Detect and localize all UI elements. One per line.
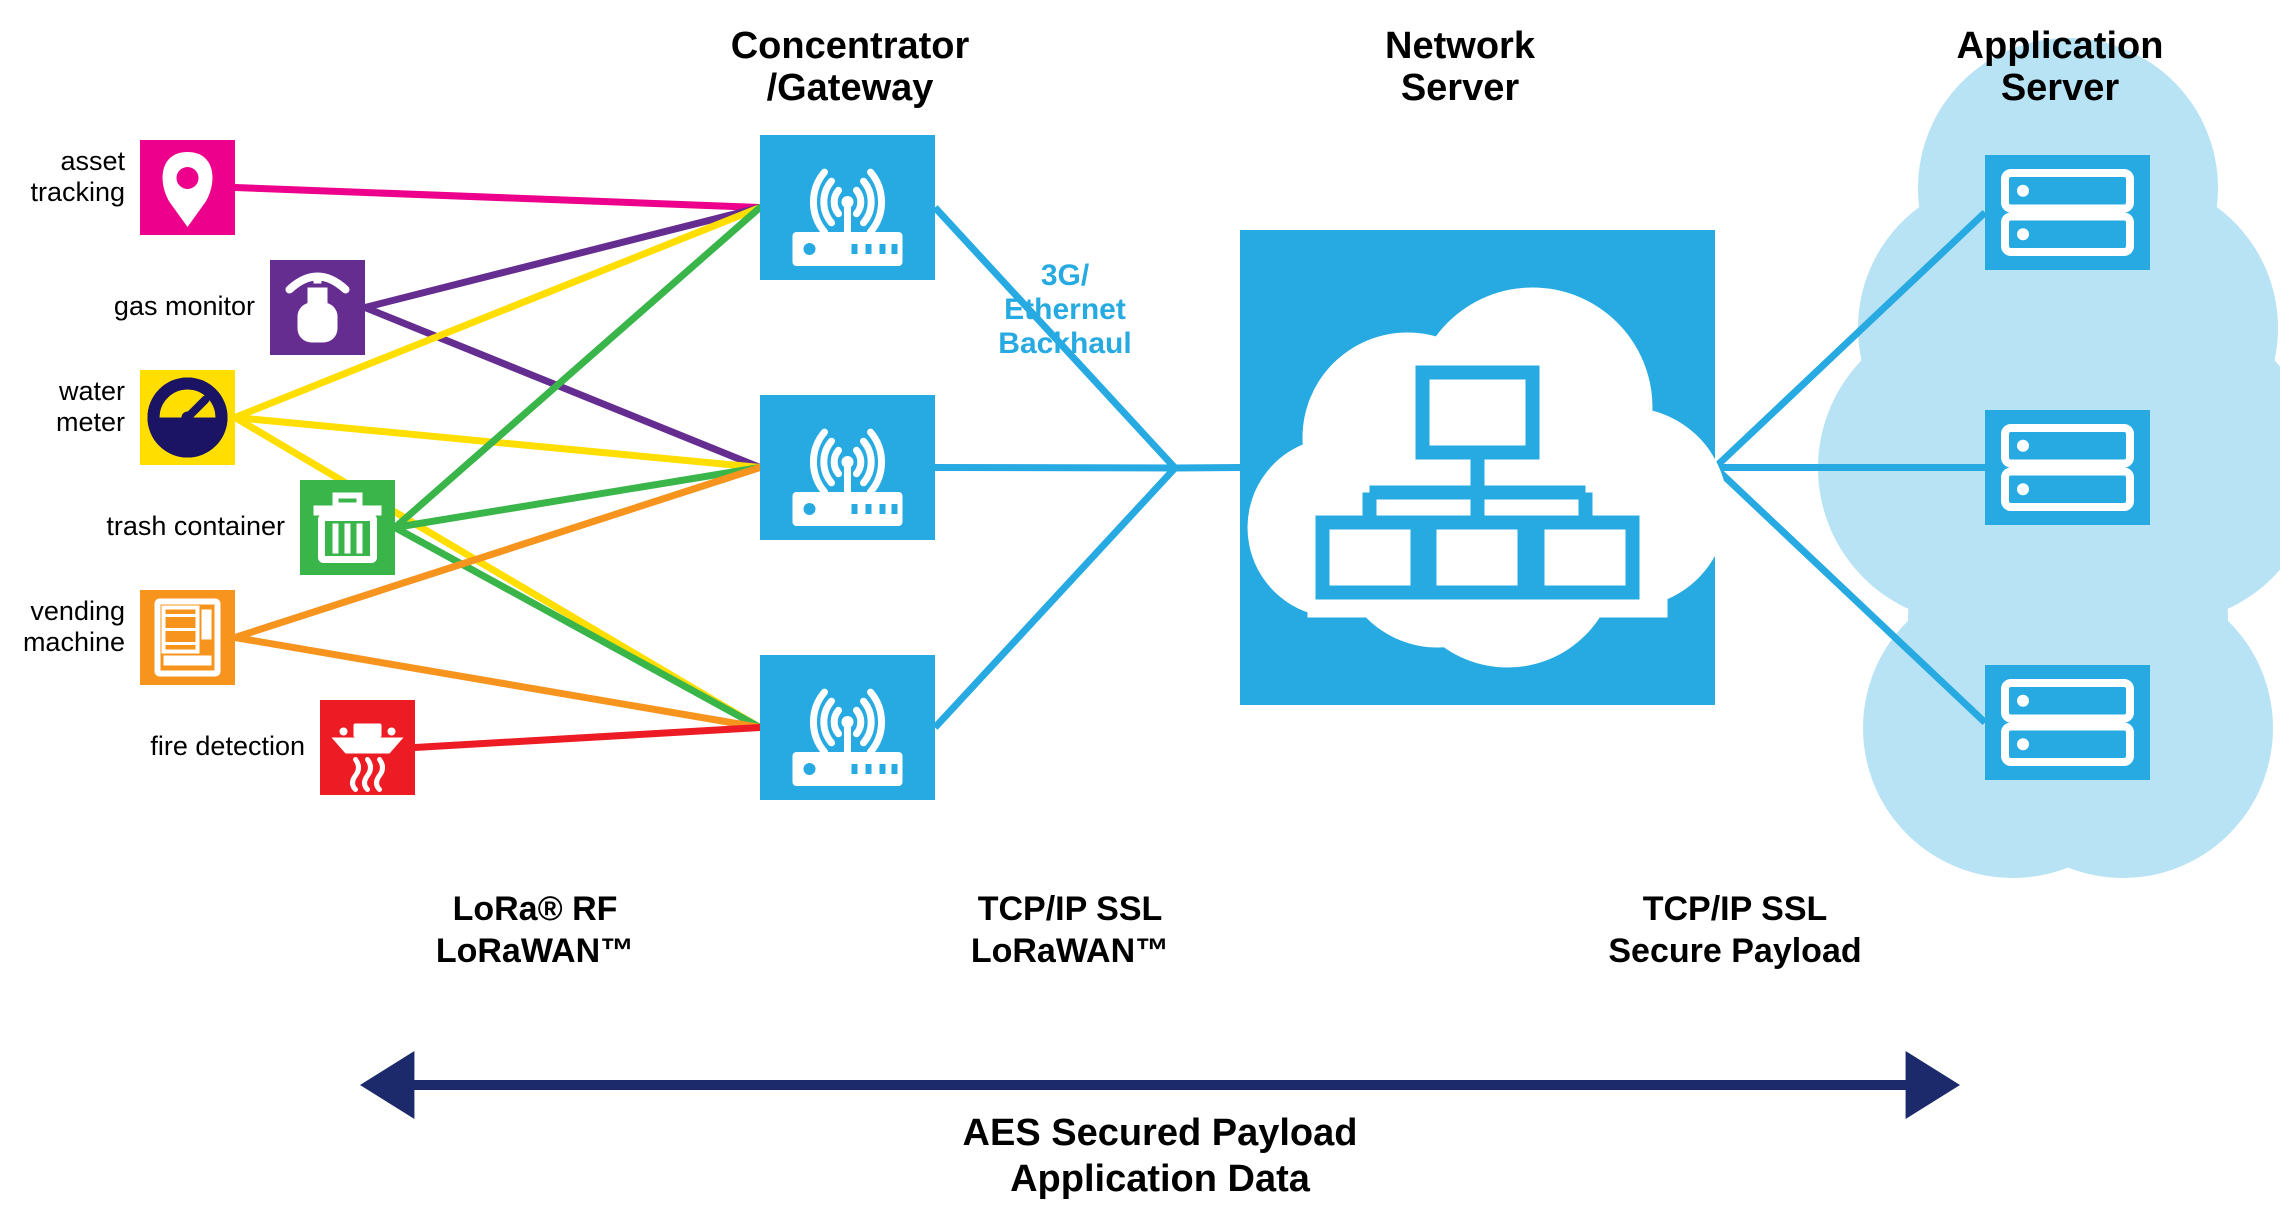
header-gateway-line2: /Gateway: [767, 67, 934, 109]
device-trash: [300, 480, 395, 575]
aes-label-line1: AES Secured Payload: [963, 1112, 1358, 1154]
app-server-as1: [1985, 155, 2150, 270]
app-server-as2: [1985, 410, 2150, 525]
segment-label-0-line2: LoRaWAN™: [436, 932, 634, 970]
network-server: [1240, 230, 1728, 705]
segment-label-1-line1: TCP/IP SSL: [978, 890, 1163, 928]
segment-label-2-line2: Secure Payload: [1608, 932, 1861, 970]
backhaul-label-line1: 3G/: [1041, 259, 1090, 292]
segment-label-2-line1: TCP/IP SSL: [1643, 890, 1828, 928]
gateway-gw1: [760, 135, 935, 280]
device-water: [140, 370, 235, 465]
device-fire: [320, 700, 415, 795]
aes-label-line2: Application Data: [1010, 1158, 1311, 1200]
device-link-gas-gw2: [365, 308, 760, 468]
header-network: NetworkServer: [1385, 25, 1536, 109]
header-app-line2: Server: [2001, 67, 2120, 109]
device-link-fire-gw3: [415, 728, 760, 748]
device-gas: [270, 260, 365, 355]
link-gw3-converge: [935, 468, 1175, 728]
device-gas-label-0: gas monitor: [114, 291, 255, 321]
segment-label-1-line2: LoRaWAN™: [971, 932, 1169, 970]
header-gateway-line1: Concentrator: [731, 25, 970, 67]
backhaul-label-line3: Backhaul: [998, 327, 1131, 360]
link-converge-network: [1175, 468, 1240, 469]
gateway-gw3: [760, 655, 935, 800]
device-asset-label-0: asset: [60, 146, 125, 176]
header-network-line1: Network: [1385, 25, 1536, 67]
device-asset: [140, 140, 235, 235]
device-vending-label-1: machine: [23, 627, 125, 657]
aes-arrow: [360, 1051, 1960, 1119]
device-trash-label-0: trash container: [106, 511, 285, 541]
link-gw2-converge: [935, 468, 1175, 469]
gateway-gw2: [760, 395, 935, 540]
device-fire-label-0: fire detection: [150, 731, 305, 761]
device-water-label-1: meter: [56, 407, 125, 437]
segment-label-0-line1: LoRa® RF: [453, 890, 618, 928]
app-server-as3: [1985, 665, 2150, 780]
backhaul-label-line2: Ethernet: [1004, 293, 1126, 326]
header-network-line2: Server: [1401, 67, 1520, 109]
device-asset-label-1: tracking: [30, 177, 125, 207]
device-water-label-0: water: [58, 376, 125, 406]
device-link-asset-gw1: [235, 188, 760, 208]
header-app-line1: Application: [1957, 25, 2164, 67]
device-vending-label-0: vending: [30, 596, 125, 626]
device-vending: [140, 590, 235, 685]
header-gateway: Concentrator/Gateway: [731, 25, 970, 109]
